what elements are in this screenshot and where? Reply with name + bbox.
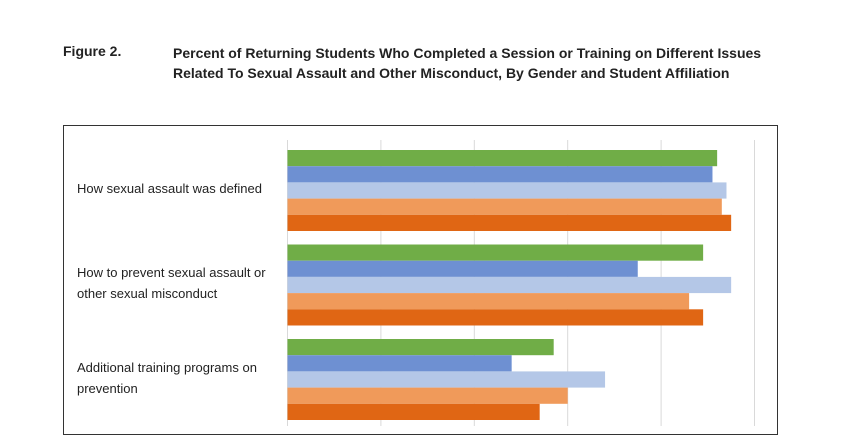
- bar-cat0-series1: [287, 166, 713, 183]
- bar-cat1-series3: [287, 293, 690, 310]
- bar-cat2-series4: [287, 403, 540, 420]
- bar-cat0-series3: [287, 198, 722, 215]
- bar-cat1-series4: [287, 309, 704, 326]
- category-label-1: How to prevent sexual assault or other s…: [77, 265, 266, 301]
- figure-title: Percent of Returning Students Who Comple…: [173, 45, 762, 81]
- bar-cat1-series2: [287, 276, 732, 294]
- bar-cat2-series0: [287, 339, 554, 356]
- bar-cat0-series0: [287, 150, 718, 167]
- bar-cat2-series1: [287, 355, 512, 372]
- bar-cat2-series3: [287, 387, 568, 404]
- bar-cat0-series4: [287, 214, 732, 231]
- bar-chart: [287, 140, 755, 426]
- bar-cat1-series1: [287, 260, 638, 277]
- bar-cat0-series2: [287, 182, 727, 199]
- category-label-0: How sexual assault was defined: [77, 181, 262, 196]
- category-label-2: Additional training programs on preventi…: [77, 360, 257, 396]
- bar-cat2-series2: [287, 371, 606, 388]
- figure-number: Figure 2.: [63, 43, 122, 59]
- bar-cat1-series0: [287, 244, 704, 261]
